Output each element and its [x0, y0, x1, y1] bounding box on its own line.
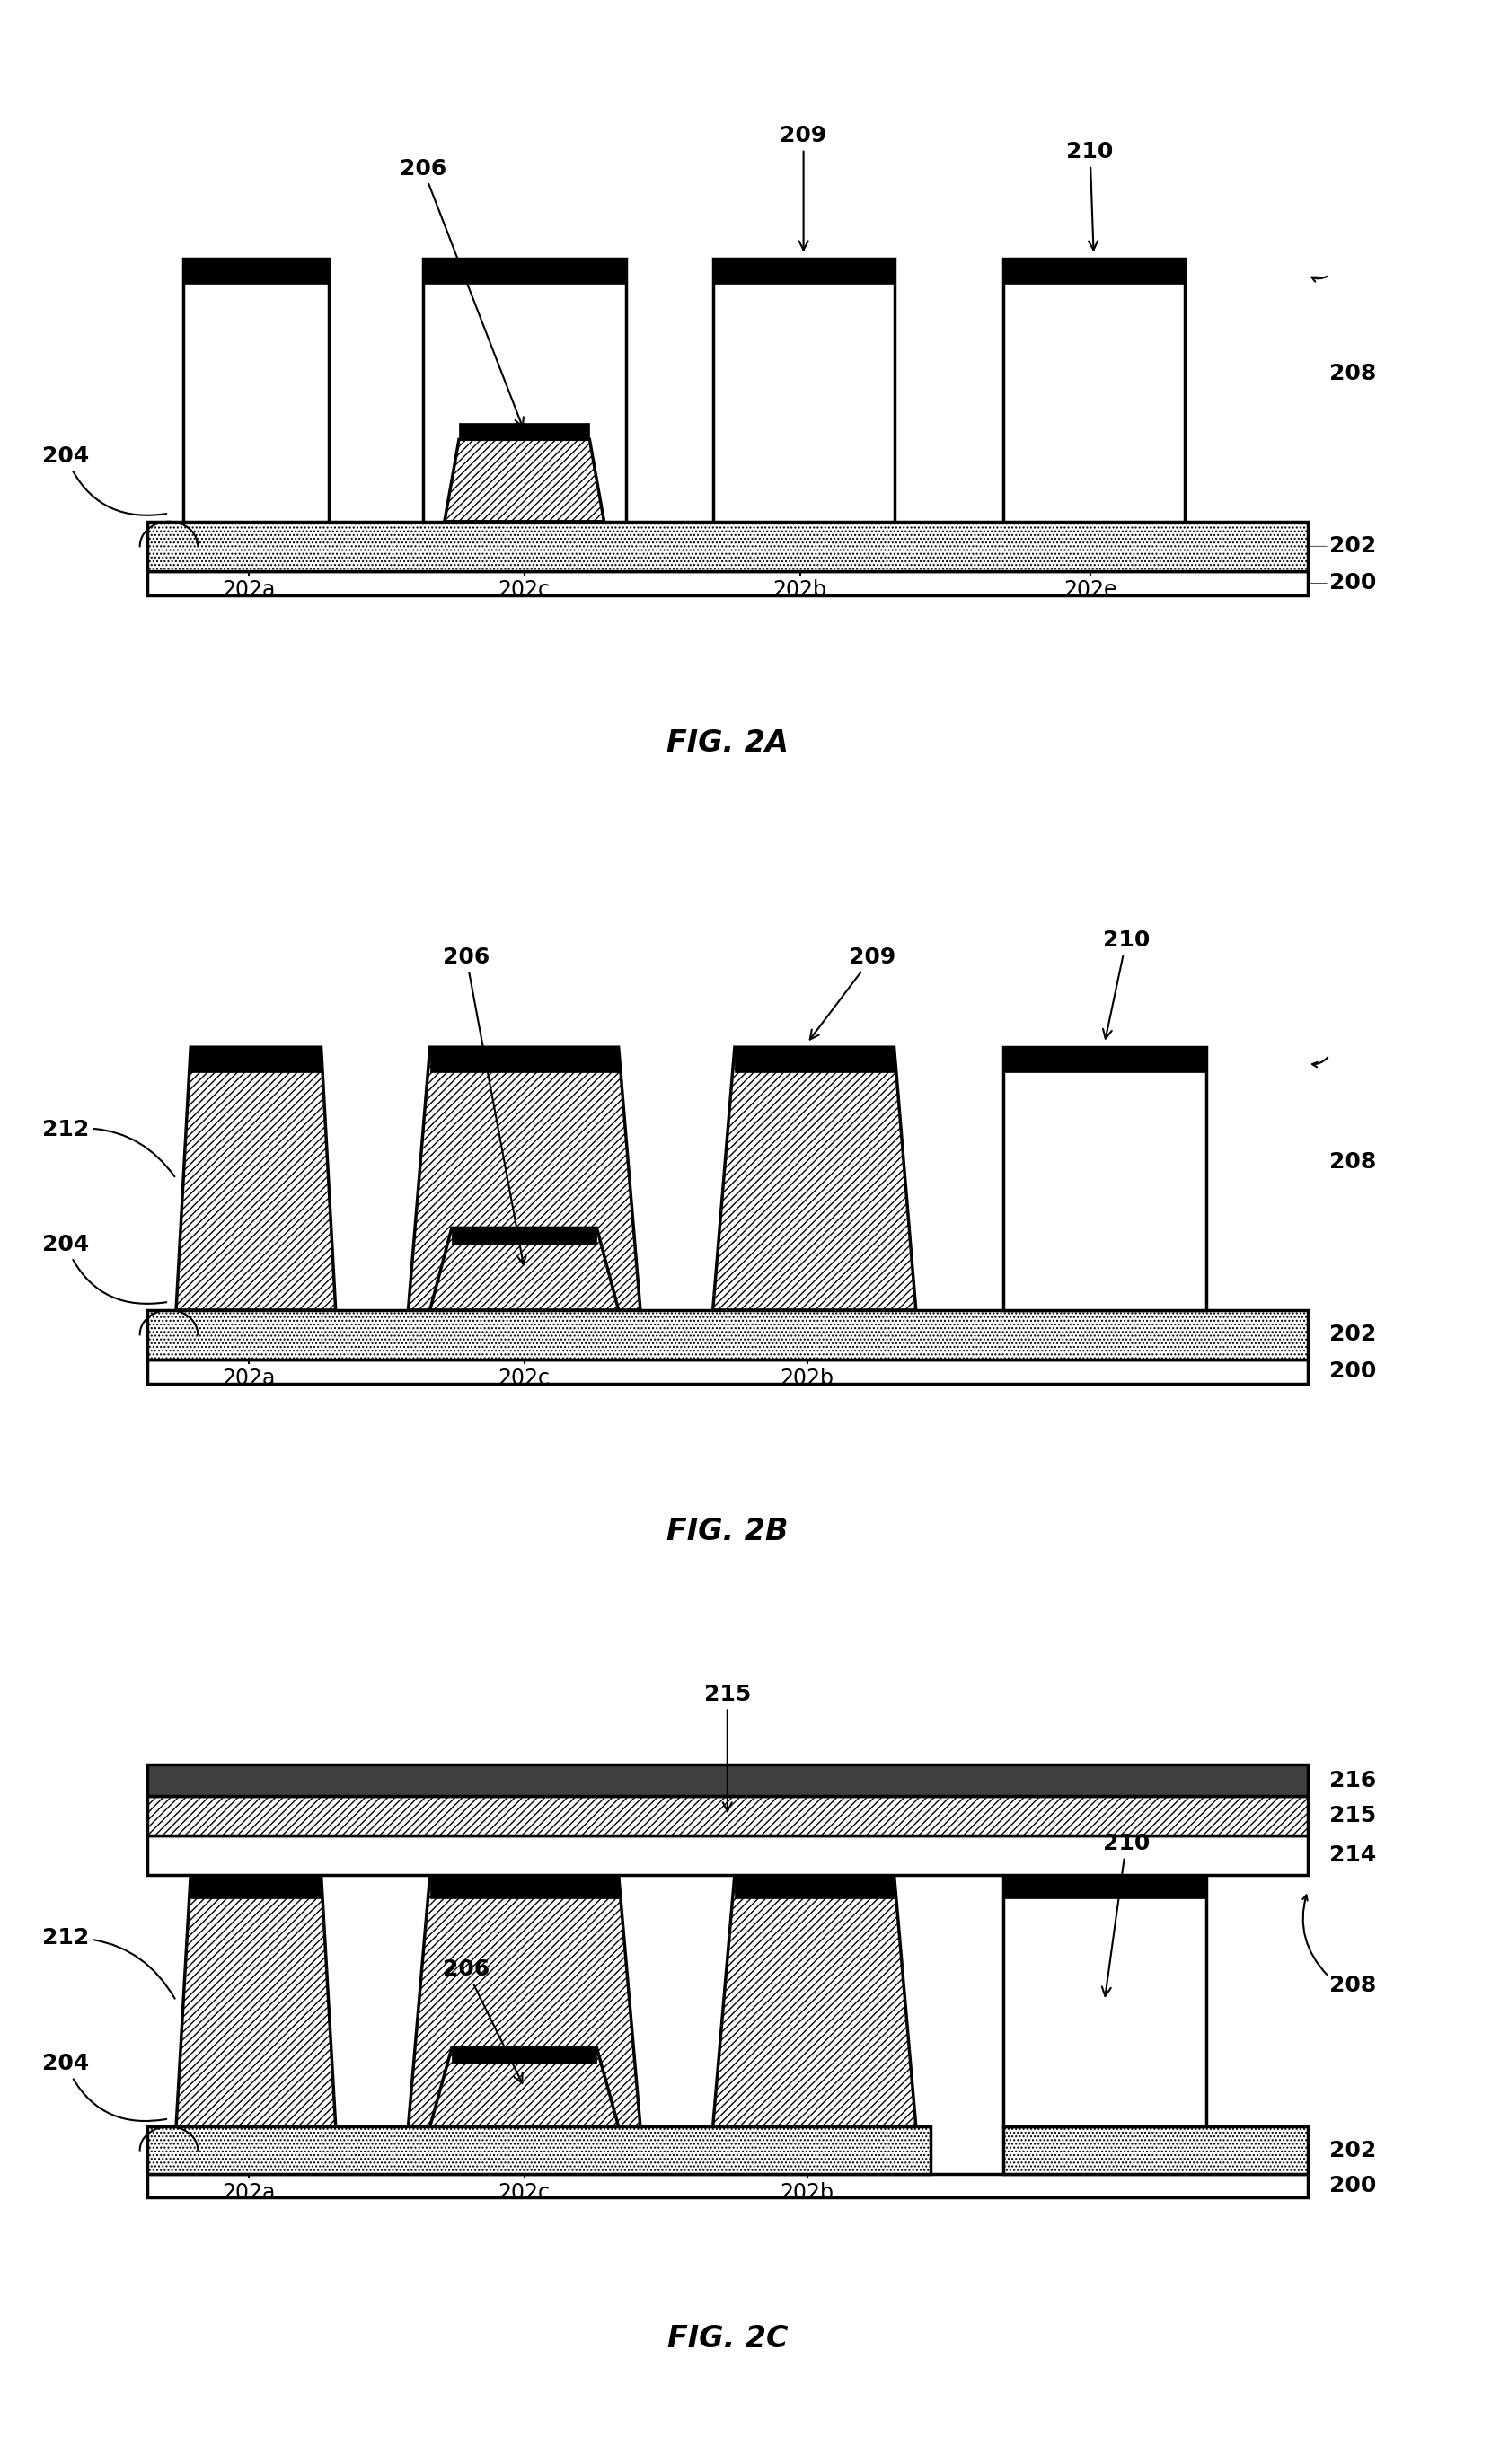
- Bar: [1003, 1047, 1206, 1311]
- Text: FIG. 2A: FIG. 2A: [666, 729, 789, 759]
- Bar: [148, 2173, 1308, 2198]
- Text: FIG. 2B: FIG. 2B: [666, 1518, 789, 1547]
- Text: 204: 204: [42, 1234, 167, 1303]
- Bar: [452, 2048, 596, 2065]
- Bar: [148, 2126, 930, 2173]
- Text: 214: 214: [1330, 1846, 1376, 1865]
- Bar: [148, 1764, 1308, 1796]
- Polygon shape: [176, 1047, 335, 1311]
- Text: 215: 215: [1330, 1806, 1376, 1826]
- Text: 208: 208: [1330, 1151, 1376, 1173]
- Bar: [1003, 1875, 1206, 2126]
- Bar: [148, 1836, 1308, 1875]
- Bar: [1003, 1875, 1206, 1900]
- Bar: [148, 1796, 1308, 1836]
- Bar: [452, 1227, 596, 1244]
- Text: 208: 208: [1330, 362, 1376, 384]
- Bar: [735, 1047, 895, 1072]
- Text: 206: 206: [443, 1959, 522, 2082]
- Text: FIG. 2C: FIG. 2C: [666, 2324, 787, 2353]
- Text: 206: 206: [400, 158, 523, 426]
- Text: 210: 210: [1103, 929, 1150, 1040]
- Bar: [1003, 1047, 1206, 1072]
- Bar: [1003, 259, 1184, 283]
- Polygon shape: [409, 1875, 640, 2126]
- Text: 202: 202: [1330, 1323, 1376, 1345]
- Text: 200: 200: [1330, 1360, 1376, 1382]
- Text: 200: 200: [1330, 2176, 1376, 2195]
- Polygon shape: [713, 1047, 915, 1311]
- Bar: [1003, 259, 1184, 522]
- Text: 215: 215: [704, 1683, 751, 1811]
- Text: 204: 204: [42, 2053, 167, 2122]
- Bar: [713, 259, 895, 283]
- Text: 202: 202: [1330, 2139, 1376, 2161]
- Bar: [713, 259, 895, 522]
- Bar: [459, 424, 589, 439]
- Bar: [191, 1047, 321, 1072]
- Bar: [148, 572, 1308, 596]
- Bar: [429, 1047, 619, 1072]
- Bar: [429, 1875, 619, 1900]
- Bar: [183, 259, 328, 522]
- Bar: [1003, 2126, 1308, 2173]
- Text: 202c: 202c: [498, 579, 550, 601]
- Polygon shape: [429, 1227, 619, 1311]
- Text: 202c: 202c: [498, 1368, 550, 1390]
- Bar: [423, 259, 626, 283]
- Bar: [191, 1875, 321, 1900]
- Text: 216: 216: [1330, 1769, 1376, 1791]
- Bar: [148, 522, 1308, 572]
- Text: 202b: 202b: [780, 1368, 833, 1390]
- Text: 202a: 202a: [222, 1368, 276, 1390]
- Text: 202c: 202c: [498, 2181, 550, 2203]
- Text: 202: 202: [1330, 535, 1376, 557]
- Text: 202b: 202b: [772, 579, 828, 601]
- Polygon shape: [429, 2048, 619, 2126]
- Text: 208: 208: [1330, 1974, 1376, 1996]
- Text: 202a: 202a: [222, 2181, 276, 2203]
- Bar: [183, 259, 328, 283]
- Polygon shape: [713, 1875, 915, 2126]
- Polygon shape: [409, 1047, 640, 1311]
- Text: 202a: 202a: [222, 579, 276, 601]
- Text: 200: 200: [1330, 572, 1376, 594]
- Text: 210: 210: [1102, 1833, 1150, 1996]
- Bar: [735, 1875, 895, 1900]
- Polygon shape: [444, 439, 604, 522]
- Bar: [423, 259, 626, 522]
- Text: 212: 212: [42, 1119, 174, 1178]
- Text: 209: 209: [780, 126, 828, 249]
- Text: 212: 212: [42, 1927, 174, 1998]
- Bar: [148, 1360, 1308, 1385]
- Polygon shape: [176, 1875, 335, 2126]
- Text: 206: 206: [443, 946, 526, 1264]
- Text: 210: 210: [1066, 140, 1114, 249]
- Text: 202b: 202b: [780, 2181, 833, 2203]
- Text: 204: 204: [42, 446, 167, 515]
- Text: 209: 209: [810, 946, 896, 1040]
- Text: 202e: 202e: [1063, 579, 1117, 601]
- Bar: [148, 1311, 1308, 1360]
